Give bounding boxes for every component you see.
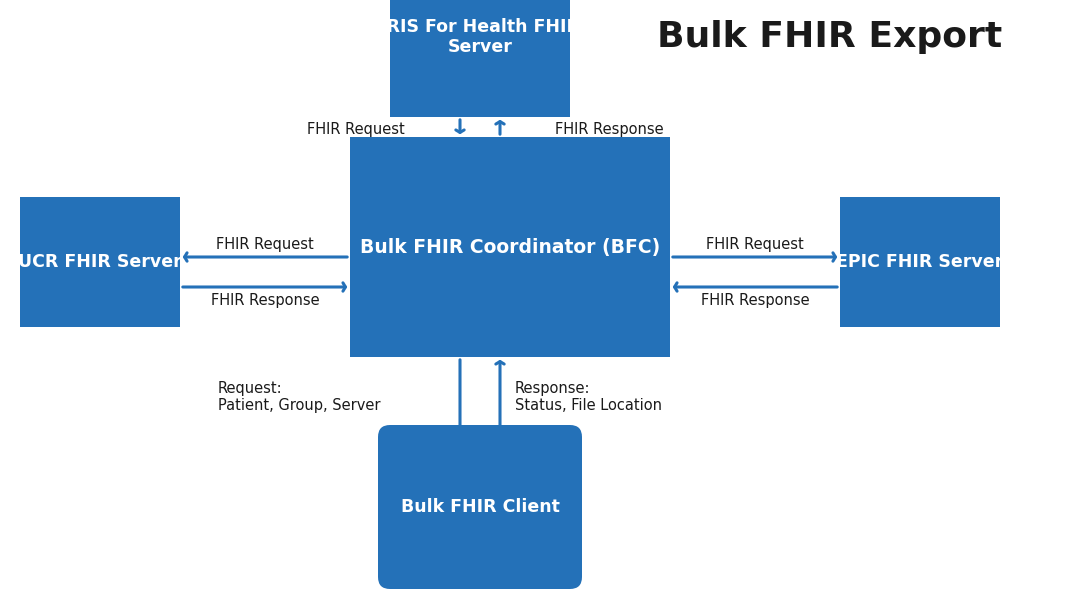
Text: Bulk FHIR Client: Bulk FHIR Client — [401, 498, 559, 516]
Text: FHIR Request: FHIR Request — [706, 237, 804, 251]
Text: EPIC FHIR Server: EPIC FHIR Server — [836, 253, 1003, 271]
Text: FHIR Response: FHIR Response — [555, 121, 663, 137]
FancyBboxPatch shape — [21, 197, 180, 327]
FancyBboxPatch shape — [390, 0, 570, 117]
Text: Request:
Patient, Group, Server: Request: Patient, Group, Server — [217, 381, 380, 413]
Text: Response:
Status, File Location: Response: Status, File Location — [515, 381, 662, 413]
Text: IRIS For Health FHIR
Server: IRIS For Health FHIR Server — [380, 18, 580, 56]
FancyBboxPatch shape — [378, 425, 582, 589]
Text: FHIR Request: FHIR Request — [216, 237, 314, 251]
Text: FHIR Request: FHIR Request — [307, 121, 405, 137]
Text: FHIR Response: FHIR Response — [211, 293, 320, 308]
FancyBboxPatch shape — [350, 137, 670, 357]
Text: Bulk FHIR Export: Bulk FHIR Export — [658, 20, 1002, 54]
Text: UCR FHIR Server: UCR FHIR Server — [18, 253, 181, 271]
Text: FHIR Response: FHIR Response — [701, 293, 809, 308]
Text: Bulk FHIR Coordinator (BFC): Bulk FHIR Coordinator (BFC) — [360, 237, 660, 257]
FancyBboxPatch shape — [840, 197, 1000, 327]
